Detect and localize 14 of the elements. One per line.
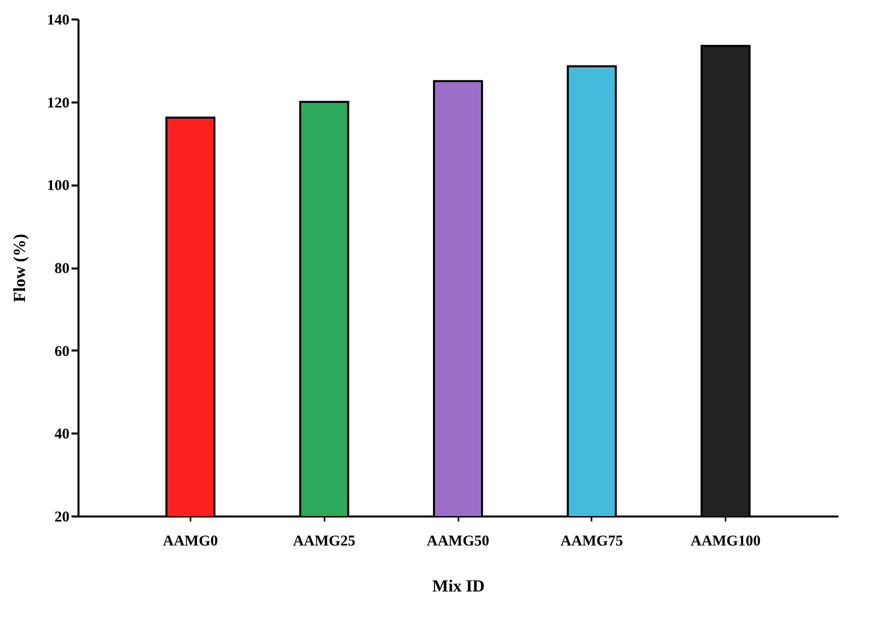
y-axis-title: Flow (%) — [10, 234, 29, 302]
y-tick-label: 120 — [47, 95, 70, 112]
x-axis-title: Mix ID — [432, 576, 485, 596]
y-tick-label: 100 — [47, 178, 70, 194]
x-tick-label: AAMG75 — [560, 534, 624, 550]
x-tick-label: AAMG50 — [426, 534, 490, 550]
y-tick-label: 60 — [54, 344, 70, 360]
y-tick-label: 80 — [54, 261, 70, 277]
y-tick-label: 140 — [47, 12, 70, 28]
x-tick-label: AAMG25 — [292, 534, 356, 550]
x-tick-label: AAMG100 — [690, 534, 761, 550]
y-tick-label: 40 — [54, 426, 70, 443]
y-tick-label: 20 — [54, 510, 70, 526]
x-tick-label: AAMG0 — [162, 534, 218, 550]
